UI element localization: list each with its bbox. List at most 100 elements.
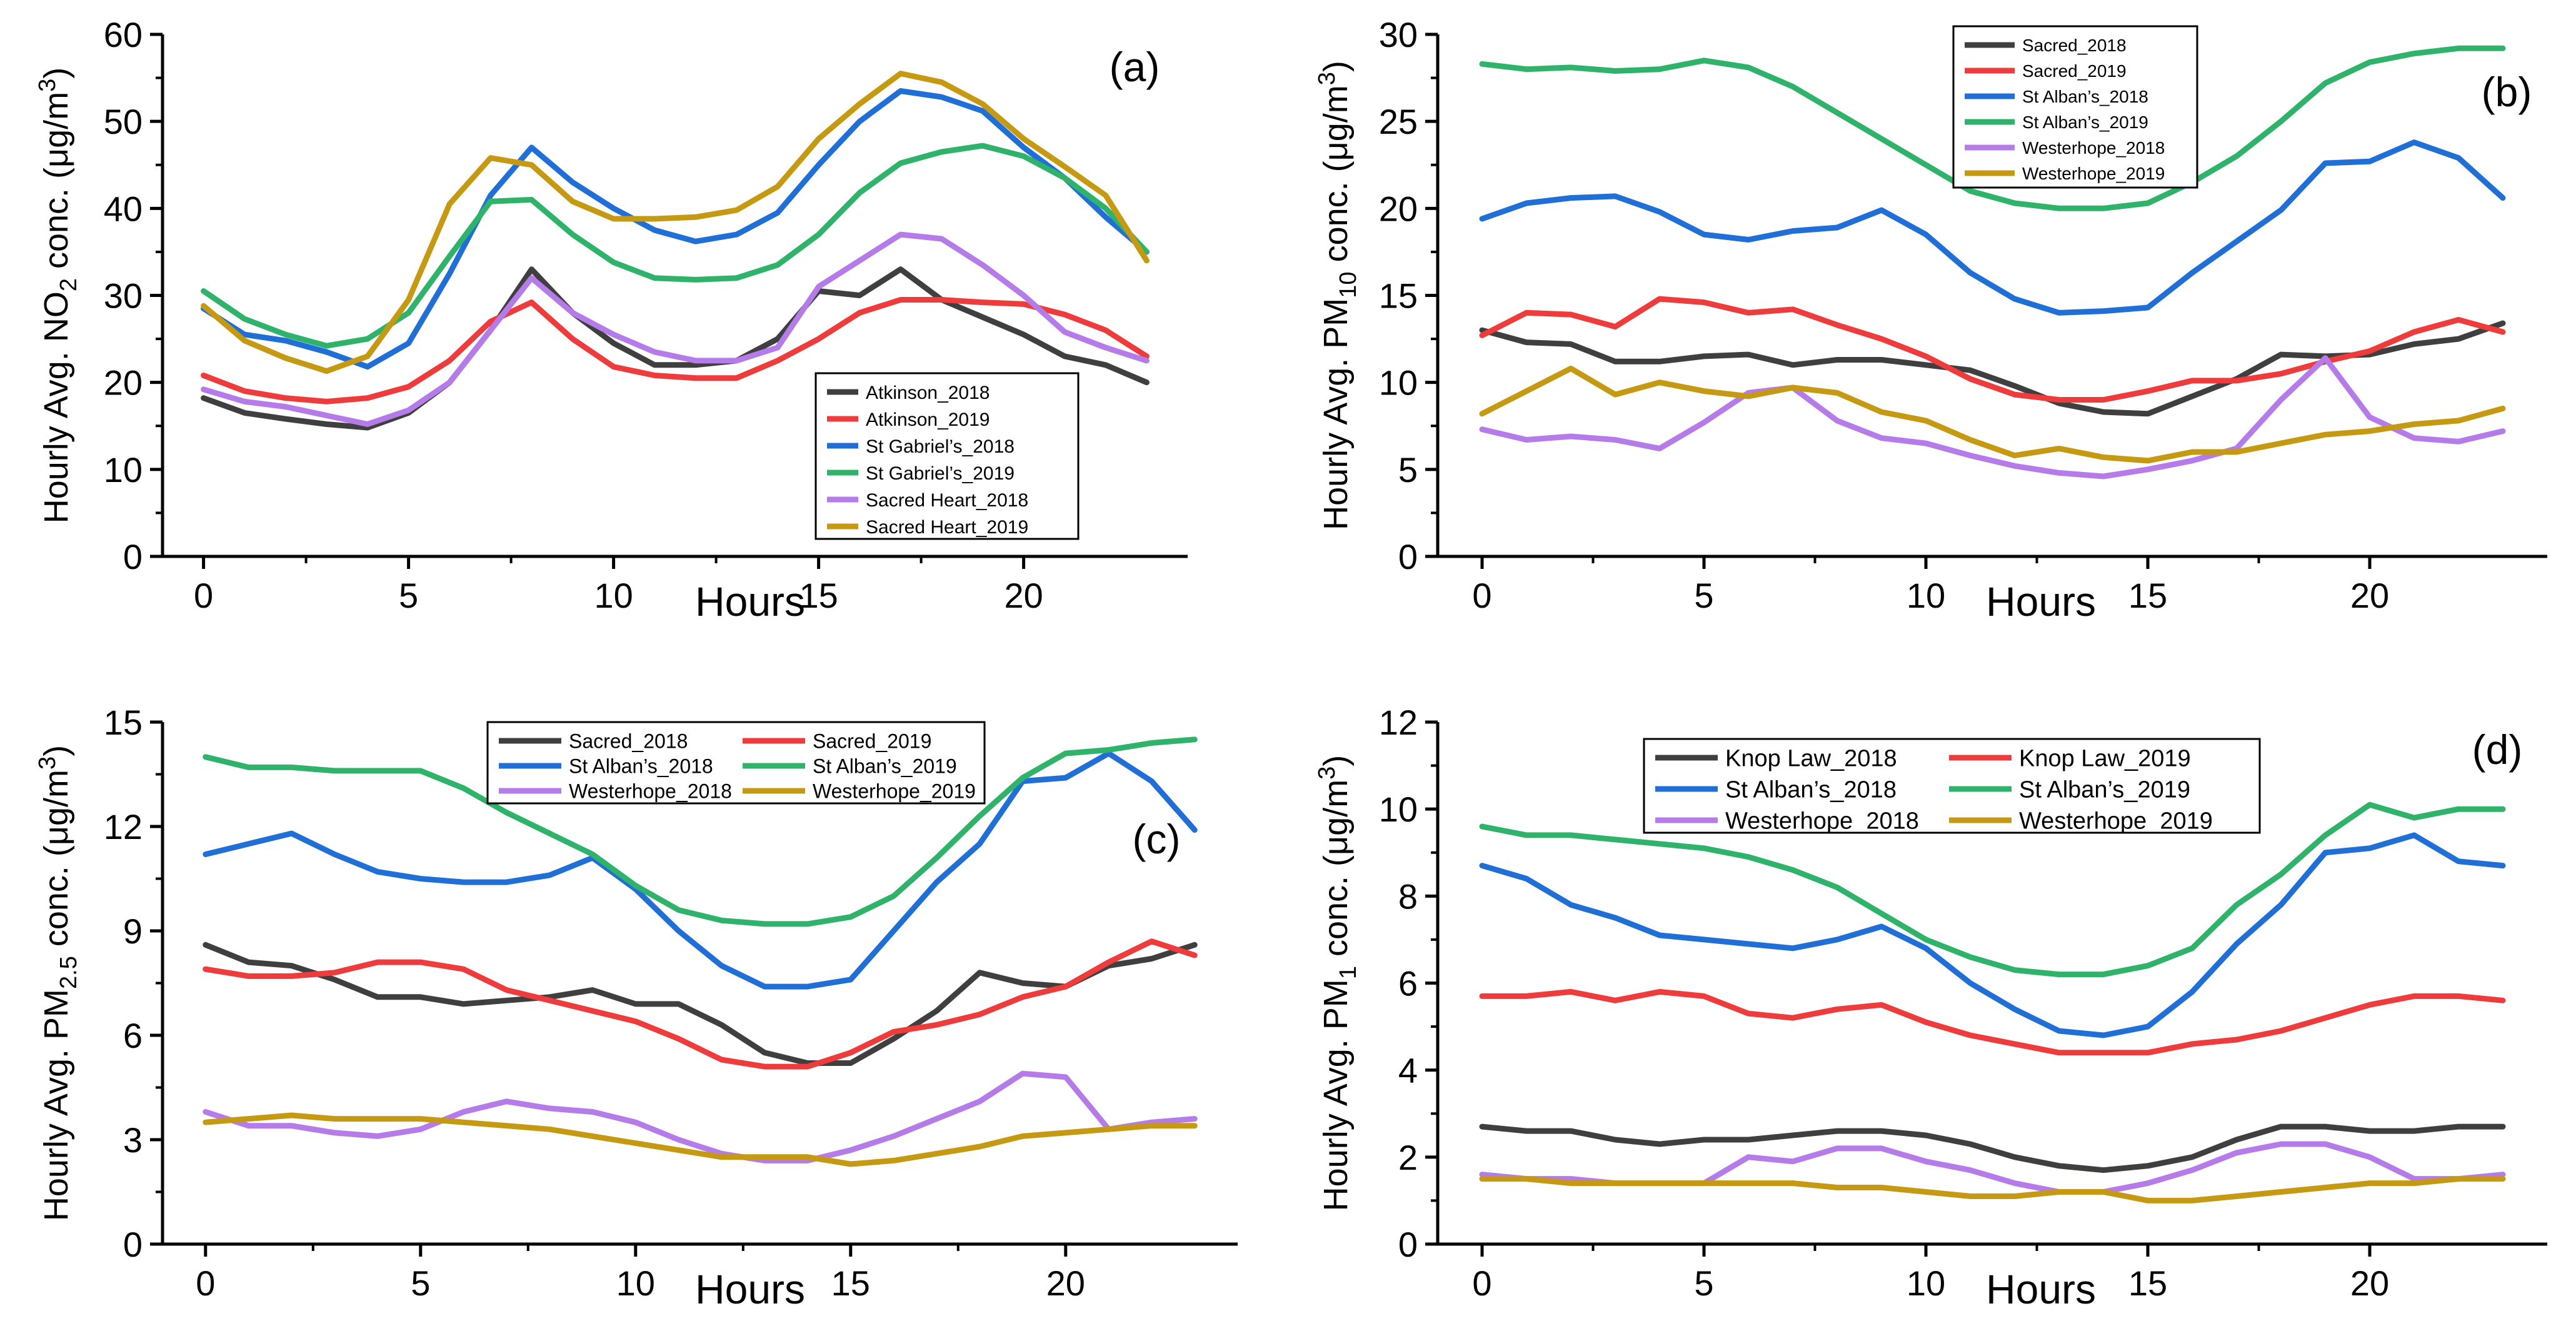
y-tick-label: 25: [1379, 102, 1418, 141]
legend-label: Sacred_2018: [2022, 36, 2127, 55]
x-axis-title: Hours: [1986, 1266, 2096, 1312]
x-tick-label: 5: [411, 1263, 430, 1303]
x-tick-label: 20: [2350, 576, 2389, 615]
x-tick-label: 20: [1046, 1263, 1085, 1303]
series-line-sacred-heart-2019: [201, 71, 1150, 374]
series-line-westerhope-2019: [1479, 1176, 2506, 1203]
y-tick-label: 0: [1398, 1225, 1418, 1264]
legend-label: Knop Law_2019: [2019, 746, 2191, 772]
x-tick-label: 15: [2128, 1263, 2167, 1303]
series-line-westerhope-2019: [203, 1112, 1198, 1167]
x-tick-label: 0: [196, 1263, 215, 1303]
legend-label: St Alban’s_2019: [2019, 777, 2190, 803]
y-axis-title: Hourly Avg. PM2.5 conc. (μg/m3): [34, 745, 82, 1221]
y-tick-label: 2: [1398, 1138, 1418, 1177]
legend-label: St Alban’s_2018: [569, 755, 713, 778]
y-tick-label: 4: [1398, 1051, 1418, 1090]
panel-c: 0 3 6 9 12 15 0 5 10 15 20 Hours Hourly Avg. PM2.5 c…: [34, 703, 1238, 1312]
y-tick-label: 0: [123, 537, 143, 576]
legend-box: [1643, 738, 2261, 834]
legend-label: Sacred_2019: [813, 730, 931, 753]
legend-label: Westerhope_2019: [2022, 164, 2165, 183]
legend-label: Atkinson_2019: [866, 409, 990, 430]
series-line-st-alban-s-2018: [1479, 139, 2506, 316]
y-tick-label: 9: [123, 912, 143, 951]
x-tick-label: 20: [2350, 1263, 2389, 1303]
y-tick-label: 50: [104, 102, 143, 141]
x-tick-label: 20: [1004, 576, 1043, 615]
panel-label: (a): [1110, 44, 1160, 90]
legend-label: St Alban’s_2019: [2022, 113, 2148, 132]
y-tick-label: 0: [1398, 537, 1418, 576]
legend: Knop Law_2018 Knop Law_2019 St Alban’s_201…: [1643, 738, 2261, 835]
y-tick-label: 20: [104, 363, 143, 403]
y-tick-label: 5: [1398, 450, 1418, 490]
x-axis-title: Hours: [1986, 578, 2096, 625]
series-line-knop-law-2019: [1479, 988, 2506, 1056]
x-tick-label: 5: [1694, 576, 1713, 615]
x-tick-label: 0: [194, 576, 213, 615]
x-tick-label: 5: [1694, 1263, 1713, 1303]
y-tick-label: 8: [1398, 876, 1418, 916]
series-line-st-gabriel-s-2019: [201, 143, 1150, 349]
y-tick-label: 30: [104, 276, 143, 316]
x-axis-title: Hours: [695, 1266, 805, 1312]
x-tick-label: 0: [1472, 1263, 1491, 1303]
y-tick-label: 15: [1379, 276, 1418, 316]
series-line-sacred-2019: [1479, 296, 2506, 403]
legend-box: [814, 372, 1080, 540]
legend-label: Atkinson_2018: [866, 383, 990, 403]
legend-label: Sacred Heart_2019: [866, 517, 1028, 538]
x-tick-label: 5: [399, 576, 418, 615]
series-line-sacred-2018: [1479, 320, 2506, 417]
legend: Atkinson_2018 Atkinson_2019 St Gabriel’s_2…: [814, 372, 1080, 540]
legend-label: St Alban’s_2018: [1725, 777, 1897, 803]
legend-label: St Alban’s_2018: [2022, 87, 2148, 106]
y-tick-label: 40: [104, 189, 143, 228]
x-tick-label: 10: [1907, 1263, 1945, 1303]
panel-label: (c): [1133, 816, 1181, 862]
x-tick-label: 15: [2128, 576, 2167, 615]
y-tick-label: 30: [1379, 15, 1418, 54]
y-tick-label: 10: [1379, 790, 1418, 829]
legend-label: St Gabriel’s_2018: [866, 436, 1015, 457]
series-line-sacred-2019: [203, 938, 1198, 1070]
y-tick-label: 60: [104, 15, 143, 54]
legend-label: St Alban’s_2019: [813, 755, 957, 778]
series-line-sacred-heart-2018: [201, 231, 1150, 427]
x-tick-label: 10: [1907, 576, 1945, 615]
legend-label: Sacred Heart_2018: [866, 490, 1028, 511]
series-line-atkinson-2018: [201, 266, 1150, 431]
panel-b: 0 5 10 15 20 25 30 0 5 10 15 20 Hours Hourly Avg. PM1…: [1314, 15, 2547, 625]
panel-d: 0 2 4 6 8 10 12 0 5 10 15 20 Hours Hourly Avg. PM1 co…: [1314, 703, 2547, 1312]
legend-label: Westerhope_2018: [569, 780, 732, 803]
legend-label: Westerhope_2018: [1725, 808, 1919, 835]
y-tick-label: 6: [123, 1016, 143, 1055]
legend-label: Sacred_2018: [569, 730, 688, 753]
panel-label: (b): [2482, 69, 2532, 115]
series-line-sacred-2018: [203, 942, 1198, 1066]
y-tick-label: 15: [104, 703, 143, 742]
series-line-westerhope-2018: [203, 1070, 1198, 1163]
x-tick-label: 15: [831, 1263, 870, 1303]
x-tick-label: 0: [1472, 576, 1491, 615]
y-tick-label: 6: [1398, 964, 1418, 1003]
legend-label: Sacred_2019: [2022, 61, 2127, 81]
y-tick-label: 3: [123, 1120, 143, 1160]
series-line-atkinson-2019: [201, 297, 1150, 404]
series-line-st-alban-s-2019: [203, 736, 1198, 927]
y-tick-label: 20: [1379, 189, 1418, 228]
series-line-st-alban-s-2019: [1479, 801, 2506, 978]
series-line-st-alban-s-2019: [1479, 45, 2506, 211]
legend: Sacred_2018 Sacred_2019 St Alban’s_2018 St …: [486, 721, 986, 805]
y-tick-label: 12: [1379, 703, 1418, 742]
x-tick-label: 15: [799, 576, 838, 615]
legend: Sacred_2018 Sacred_2019 St Alban’s_2018 St …: [1952, 25, 2198, 189]
y-tick-label: 0: [123, 1225, 143, 1264]
legend-label: Knop Law_2018: [1725, 746, 1897, 772]
y-axis-title: Hourly Avg. PM1 conc. (μg/m3): [1314, 755, 1361, 1212]
y-tick-label: 12: [104, 807, 143, 846]
series-line-st-alban-s-2018: [203, 750, 1198, 990]
y-tick-label: 10: [1379, 363, 1418, 403]
series-line-westerhope-2019: [1479, 365, 2506, 464]
